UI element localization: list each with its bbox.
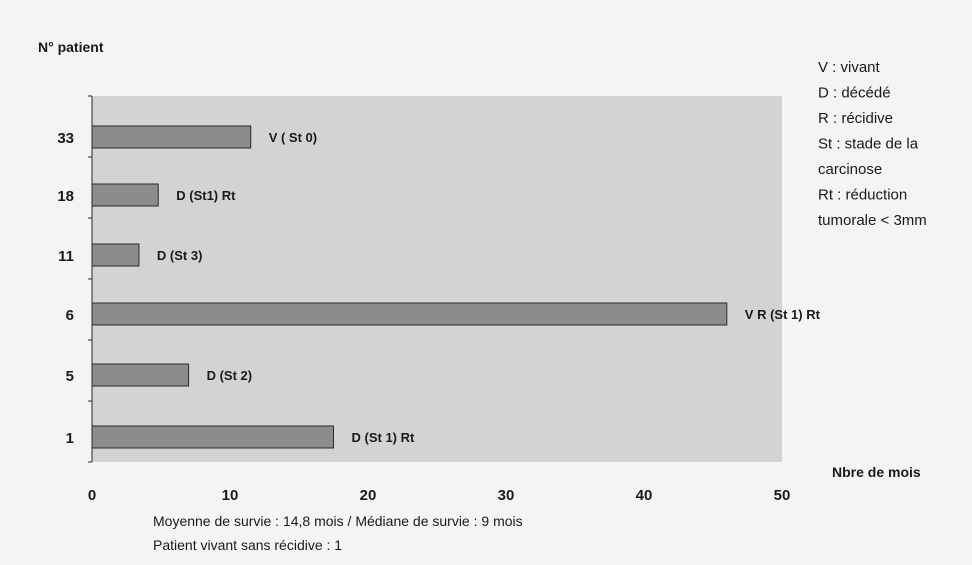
- x-axis-title: Nbre de mois: [832, 464, 921, 480]
- bar-label: V ( St 0): [269, 130, 317, 145]
- legend-entry: carcinose: [818, 161, 882, 178]
- y-tick-label: 11: [58, 248, 74, 265]
- x-tick-label: 0: [88, 487, 96, 504]
- y-tick-label: 6: [66, 307, 74, 324]
- legend-entry: R : récidive: [818, 110, 893, 127]
- bar-patient-5: [91, 363, 190, 387]
- y-tick-label: 1: [66, 430, 74, 447]
- bar-label: V R (St 1) Rt: [745, 307, 821, 322]
- y-tick-label: 5: [66, 368, 74, 385]
- bar-patient-33: [91, 125, 252, 149]
- bar-label: D (St 3): [157, 248, 203, 263]
- legend-entry: D : décédé: [818, 85, 891, 102]
- y-tick-label: 33: [57, 130, 74, 147]
- y-axis-title: N° patient: [38, 39, 104, 55]
- bar-patient-6: [91, 302, 728, 326]
- bar-patient-18: [91, 183, 159, 207]
- x-tick-label: 40: [636, 487, 653, 504]
- legend-entry: St : stade de la: [818, 136, 919, 153]
- summary-note: Patient vivant sans récidive : 1: [153, 537, 342, 553]
- x-tick-label: 30: [498, 487, 515, 504]
- summary-note: Moyenne de survie : 14,8 mois / Médiane …: [153, 513, 523, 529]
- plot-area: [92, 96, 782, 462]
- legend-entry: Rt : réduction: [818, 187, 907, 204]
- legend-entry: V : vivant: [818, 59, 881, 76]
- bar-label: D (St1) Rt: [176, 188, 236, 203]
- x-tick-label: 50: [774, 487, 791, 504]
- bar-label: D (St 1) Rt: [352, 430, 416, 445]
- bar-patient-11: [91, 243, 140, 267]
- y-tick-label: 18: [57, 188, 74, 205]
- bar-label: D (St 2): [207, 368, 253, 383]
- x-tick-label: 10: [222, 487, 239, 504]
- bar-patient-1: [91, 425, 334, 449]
- legend-entry: tumorale < 3mm: [818, 212, 927, 229]
- x-tick-label: 20: [360, 487, 377, 504]
